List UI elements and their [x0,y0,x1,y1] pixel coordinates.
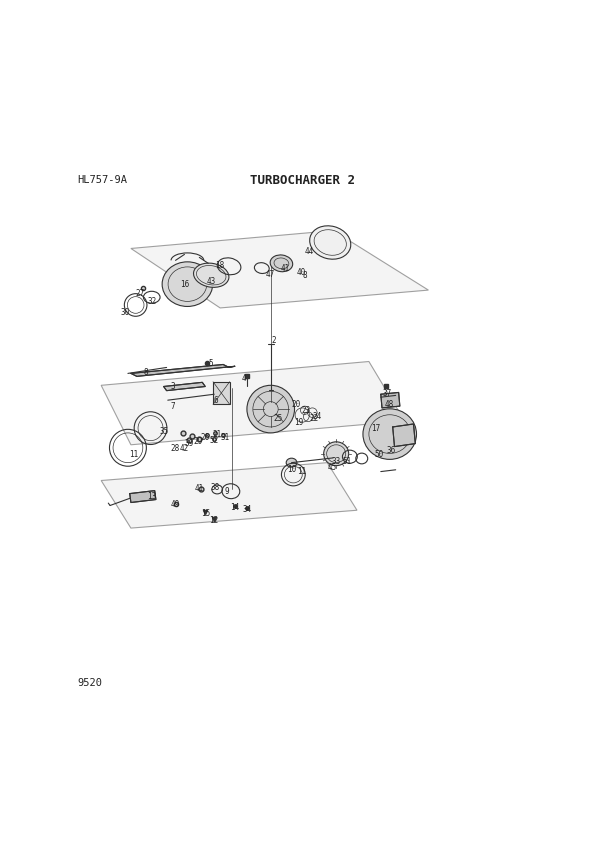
Text: 7: 7 [170,402,175,411]
Text: 28: 28 [171,445,180,454]
Text: 18: 18 [215,261,225,269]
Text: 33: 33 [331,457,341,466]
Text: TURBOCHARGER 2: TURBOCHARGER 2 [250,173,355,187]
Text: 27: 27 [135,289,145,297]
Ellipse shape [324,442,349,466]
Polygon shape [381,392,400,408]
Polygon shape [164,382,205,391]
Text: 8: 8 [143,368,148,376]
Polygon shape [131,365,235,376]
Ellipse shape [286,458,297,467]
Text: 9: 9 [225,487,230,496]
Polygon shape [101,462,357,528]
Text: 26: 26 [201,433,210,442]
Text: 19: 19 [294,418,303,427]
Text: 39: 39 [184,440,194,448]
Text: 42: 42 [180,445,189,454]
Text: 2: 2 [271,336,276,345]
Text: 29: 29 [193,437,203,445]
Text: HL757-9A: HL757-9A [77,175,127,185]
Text: 41: 41 [195,484,204,493]
Ellipse shape [309,226,351,259]
Text: 52: 52 [209,436,219,445]
Text: 36: 36 [386,446,396,456]
Text: 10: 10 [287,466,296,474]
Text: 34: 34 [242,504,252,514]
Text: 5: 5 [209,360,214,369]
Text: 51: 51 [342,457,352,466]
Text: 32: 32 [147,297,156,306]
Text: 25: 25 [274,413,283,423]
Text: 3: 3 [170,382,175,391]
Text: 30: 30 [120,307,130,317]
Text: 21: 21 [212,430,222,440]
Text: 20: 20 [291,400,300,409]
Text: 48: 48 [385,400,394,409]
Text: 8: 8 [303,271,308,280]
Ellipse shape [270,255,293,272]
Text: 49: 49 [171,500,180,509]
Text: 37: 37 [382,388,392,397]
FancyBboxPatch shape [213,381,230,404]
Text: 50: 50 [374,450,384,460]
Ellipse shape [247,386,295,433]
Text: 16: 16 [180,280,189,289]
Text: 14: 14 [230,503,240,512]
Text: 43: 43 [206,277,216,285]
Text: 35: 35 [159,427,168,436]
Text: 22: 22 [309,413,318,423]
Text: 41: 41 [281,264,290,273]
Text: 15: 15 [201,509,210,519]
Text: 40: 40 [297,268,306,277]
Ellipse shape [363,409,416,460]
Text: 44: 44 [305,247,314,256]
Polygon shape [101,361,405,445]
Text: 9520: 9520 [77,678,102,688]
Ellipse shape [162,262,213,306]
Text: 38: 38 [211,483,220,492]
Text: 11: 11 [297,467,306,476]
Text: 31: 31 [220,433,230,441]
Text: 24: 24 [312,412,322,421]
Ellipse shape [193,263,229,287]
Text: 12: 12 [209,516,219,525]
Text: 23: 23 [301,407,311,415]
Text: 17: 17 [371,424,381,434]
Text: 13: 13 [147,492,156,501]
Polygon shape [393,424,415,446]
Text: 6: 6 [214,396,218,405]
Text: 4: 4 [242,374,246,382]
Text: 45: 45 [327,463,337,472]
Polygon shape [130,491,156,503]
Text: 11: 11 [129,450,139,460]
Polygon shape [131,231,428,308]
Text: 47: 47 [266,269,275,279]
